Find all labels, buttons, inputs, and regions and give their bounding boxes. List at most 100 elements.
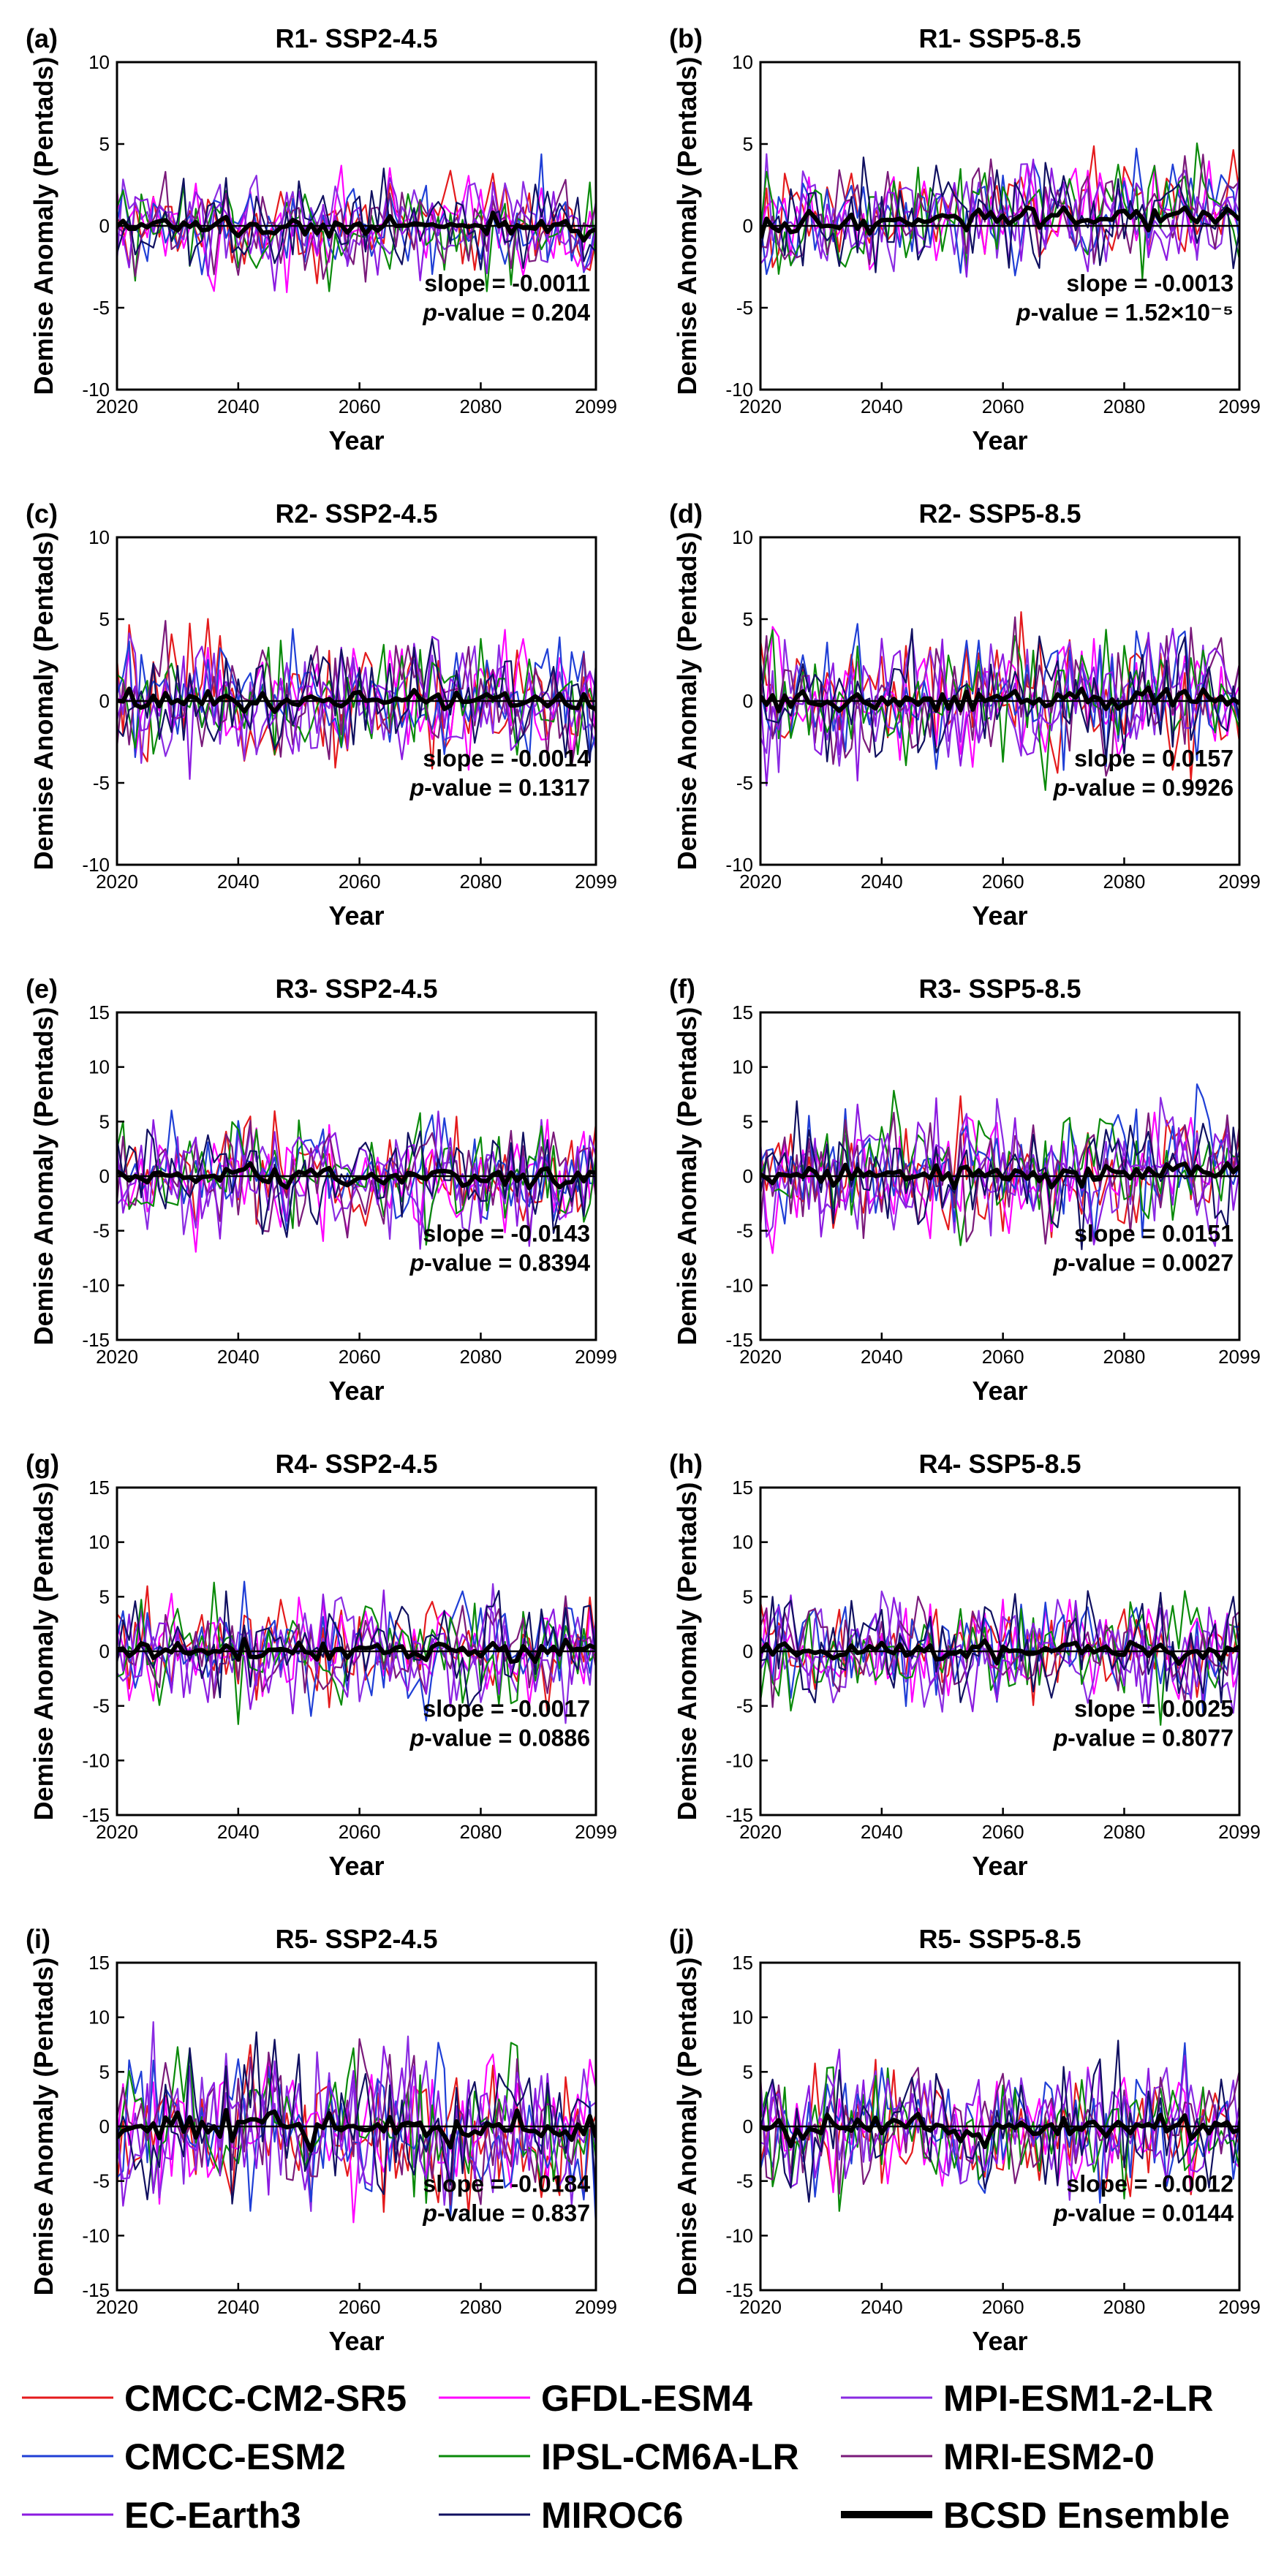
y-tick-label: 5: [743, 608, 753, 630]
y-tick-label: 5: [99, 608, 110, 630]
y-tick-label: -10: [725, 1749, 753, 1771]
y-axis-label: Demise Anomaly (Pentads): [29, 1482, 58, 1821]
x-tick-label: 2080: [1103, 1346, 1146, 1368]
legend-item: CMCC-CM2-SR5: [22, 2378, 407, 2419]
y-tick-label: -15: [82, 1804, 110, 1826]
x-tick-label: 2020: [96, 2296, 138, 2318]
y-tick-label: 15: [732, 1952, 753, 1974]
y-tick-label: 10: [88, 1531, 110, 1553]
slope-prefix: slope =: [1066, 270, 1154, 297]
y-tick-label: 10: [732, 1056, 753, 1078]
slope-value: 0.0025: [1162, 1696, 1234, 1722]
x-tick-label: 2060: [982, 1346, 1024, 1368]
slope-prefix: slope =: [424, 270, 512, 297]
legend: CMCC-CM2-SR5 GFDL-ESM4 MPI-ESM1-2-LR CMCC-E…: [22, 2378, 1230, 2536]
series-line-miroc6: [117, 2031, 596, 2205]
y-tick-label: 10: [732, 1531, 753, 1553]
y-tick-label: 10: [88, 1056, 110, 1078]
series-group: [760, 1590, 1239, 1726]
pvalue-prefix: -value =: [1068, 1250, 1162, 1276]
x-tick-label: 2020: [96, 395, 138, 417]
panel-letter: (f): [669, 974, 695, 1004]
y-tick-label: -5: [736, 297, 753, 319]
y-tick-label: 15: [732, 1477, 753, 1499]
pvalue-annotation: p-value = 0.837: [422, 2200, 590, 2227]
y-tick-label: 0: [743, 1640, 753, 1662]
pvalue-p: p: [409, 1725, 425, 1751]
legend-item: MIROC6: [439, 2495, 683, 2536]
x-tick-label: 2040: [861, 395, 903, 417]
panel-letter: (d): [669, 499, 703, 529]
pvalue-value: 0.204: [532, 300, 590, 326]
legend-item: BCSD Ensemble: [841, 2495, 1230, 2536]
x-tick-label: 2080: [1103, 871, 1146, 893]
panel-title: R5- SSP2-4.5: [275, 1924, 437, 1954]
x-tick-label: 2020: [739, 871, 782, 893]
x-tick-label: 2040: [861, 1821, 903, 1843]
slope-annotation: slope = -0.0017: [423, 1696, 590, 1722]
pvalue-value: 0.0027: [1162, 1250, 1234, 1276]
x-tick-label: 2040: [217, 1346, 260, 1368]
y-tick-label: 5: [743, 133, 753, 155]
legend-item: EC-Earth3: [22, 2495, 301, 2536]
panel-letter: (b): [669, 23, 703, 53]
slope-value: -0.0013: [1154, 270, 1234, 297]
x-tick-label: 2040: [217, 871, 260, 893]
x-tick-label: 2040: [217, 1821, 260, 1843]
legend-item: IPSL-CM6A-LR: [439, 2436, 799, 2477]
pvalue-value: 1.52×10⁻⁵: [1125, 300, 1234, 326]
series-line-ec-earth3: [760, 627, 1239, 787]
pvalue-annotation: p-value = 0.8077: [1053, 1725, 1234, 1751]
pvalue-p: p: [1053, 1250, 1068, 1276]
x-tick-label: 2080: [460, 2296, 502, 2318]
panel-title: R5- SSP5-8.5: [918, 1924, 1081, 1954]
y-tick-label: -5: [736, 2170, 753, 2192]
legend-item: MPI-ESM1-2-LR: [841, 2378, 1213, 2419]
panel-title: R1- SSP5-8.5: [918, 23, 1081, 53]
y-tick-label: -5: [93, 1695, 110, 1717]
series-line-mpi-esm1-2-lr: [760, 634, 1239, 773]
pvalue-value: 0.0886: [518, 1725, 590, 1751]
y-tick-label: 10: [88, 526, 110, 548]
pvalue-annotation: p-value = 0.1317: [409, 775, 590, 801]
y-axis-label: Demise Anomaly (Pentads): [672, 57, 702, 395]
panel-title: R2- SSP5-8.5: [918, 499, 1081, 529]
y-tick-label: 5: [743, 1586, 753, 1607]
x-tick-label: 2080: [1103, 1821, 1146, 1843]
legend-item: MRI-ESM2-0: [841, 2436, 1155, 2477]
x-tick-label: 2060: [982, 395, 1024, 417]
series-line-ec-earth3: [117, 1110, 596, 1250]
pvalue-value: 0.0144: [1162, 2200, 1234, 2227]
y-tick-label: 0: [99, 2115, 110, 2137]
slope-annotation: slope = 0.0151: [1074, 1221, 1234, 1247]
panel-b: (b) R1- SSP5-8.5 -10 -5 0 5 10 2020 2040 2060 2080…: [669, 23, 1261, 455]
y-tick-label: 15: [88, 1477, 110, 1499]
y-tick-label: 0: [743, 215, 753, 237]
x-tick-label: 2020: [739, 1346, 782, 1368]
x-tick-label: 2060: [339, 1346, 381, 1368]
pvalue-annotation: p-value = 0.0144: [1053, 2200, 1234, 2227]
pvalue-prefix: -value =: [424, 775, 518, 801]
series-line-miroc6: [117, 1129, 596, 1238]
slope-value: -0.0012: [1154, 2171, 1234, 2197]
x-axis-label: Year: [972, 1851, 1027, 1881]
y-axis-label: Demise Anomaly (Pentads): [672, 532, 702, 871]
panel-letter: (a): [26, 23, 58, 53]
y-tick-label: -5: [93, 297, 110, 319]
slope-prefix: slope =: [1066, 2171, 1154, 2197]
x-tick-label: 2020: [96, 871, 138, 893]
panel-f: (f) R3- SSP5-8.5 -15 -10 -5 0 5 10 15 2020 2040 206…: [669, 974, 1261, 1406]
pvalue-prefix: -value =: [1068, 1725, 1162, 1751]
pvalue-prefix: -value =: [424, 1250, 518, 1276]
x-tick-label: 2080: [460, 1821, 502, 1843]
y-tick-label: 5: [99, 2061, 110, 2083]
y-tick-label: -15: [82, 2279, 110, 2301]
x-tick-label: 2040: [861, 2296, 903, 2318]
series-line-bcsd-ensemble: [117, 1161, 596, 1191]
pvalue-annotation: p-value = 0.0886: [409, 1725, 590, 1751]
series-line-miroc6: [760, 1100, 1239, 1251]
slope-annotation: slope = -0.0014: [423, 746, 590, 772]
x-tick-label: 2080: [460, 395, 502, 417]
slope-prefix: slope =: [423, 1221, 510, 1247]
x-tick-label: 2099: [575, 2296, 617, 2318]
